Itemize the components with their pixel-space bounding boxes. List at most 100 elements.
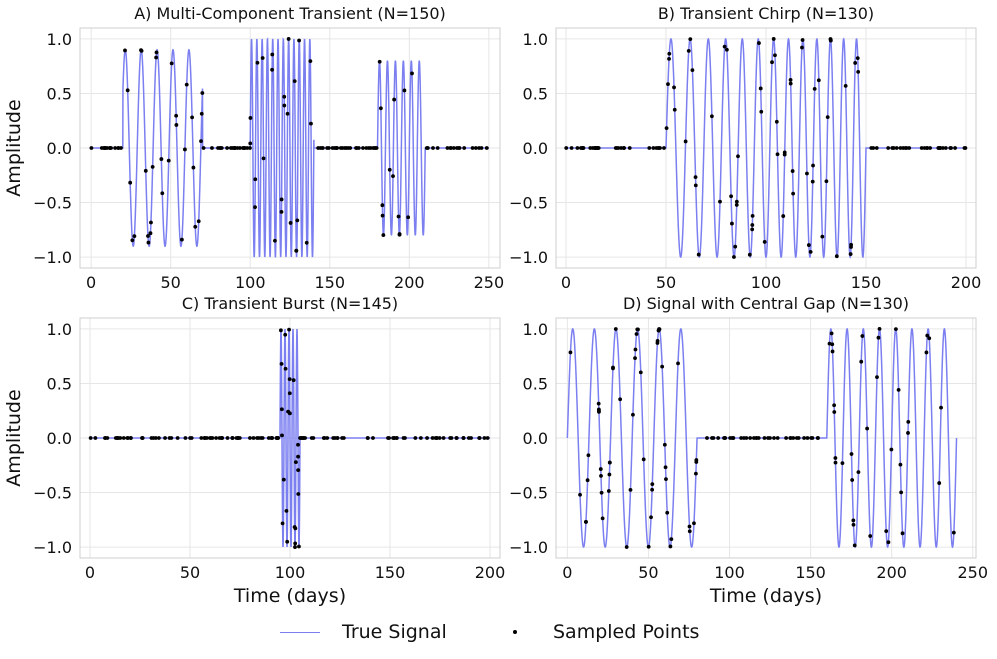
sampled-point — [899, 490, 904, 495]
sampled-point — [687, 529, 692, 534]
sampled-point — [614, 146, 619, 150]
sampled-point — [255, 60, 260, 65]
sampled-point — [647, 146, 652, 150]
sampled-point — [940, 146, 945, 150]
sampled-point — [180, 237, 184, 242]
sampled-point — [128, 180, 133, 185]
sampled-point — [599, 490, 604, 495]
sampled-point — [296, 492, 301, 496]
sampled-point — [437, 436, 442, 440]
sampled-point — [322, 436, 327, 440]
sampled-point — [183, 436, 188, 440]
sampled-point — [146, 240, 151, 245]
sampled-point — [418, 436, 423, 440]
sampled-point — [125, 88, 130, 93]
sampled-point — [279, 328, 283, 333]
sampled-point — [834, 254, 839, 259]
sampled-point — [790, 169, 795, 173]
sampled-point — [585, 478, 590, 483]
sampled-point — [667, 51, 672, 56]
sampled-point — [103, 436, 108, 440]
sampled-point — [705, 436, 709, 440]
sampled-point — [285, 111, 290, 116]
sampled-point — [607, 472, 612, 477]
sampled-point — [292, 79, 297, 84]
legend-item-true-signal: True Signal — [280, 614, 447, 650]
sampled-point — [331, 436, 336, 440]
sampled-point — [886, 540, 891, 545]
legend-label-sampled-points: Sampled Points — [553, 621, 700, 643]
sampled-point — [650, 487, 655, 492]
y-tick-label: 1.0 — [523, 320, 548, 339]
sampled-point — [750, 223, 755, 227]
sampled-point — [668, 544, 673, 549]
sampled-point — [825, 115, 830, 119]
plot-frame — [555, 317, 977, 559]
sampled-point — [397, 232, 402, 237]
sampled-point — [636, 327, 640, 332]
sampled-point — [308, 59, 313, 64]
sampled-point — [906, 420, 911, 424]
y-tick-label: 0.5 — [523, 84, 548, 103]
sampled-point — [782, 152, 787, 157]
x-tick-label: 0 — [86, 273, 96, 292]
legend: True Signal Sampled Points — [0, 614, 997, 650]
sampled-point — [815, 436, 820, 440]
sampled-point — [425, 436, 429, 440]
sampled-point — [758, 86, 763, 91]
sampled-point — [924, 350, 929, 355]
sampled-point — [886, 146, 891, 150]
sampled-point — [377, 59, 382, 64]
sampled-point — [402, 88, 407, 93]
sampled-point — [816, 78, 821, 83]
sampled-point — [694, 471, 698, 476]
sampled-point — [281, 477, 286, 482]
sampled-point — [869, 146, 874, 150]
sampled-point — [718, 199, 722, 204]
sampled-point — [193, 224, 198, 229]
sampled-point — [874, 146, 879, 150]
sampled-point — [943, 146, 948, 150]
sampled-point — [466, 436, 471, 440]
sampled-point — [806, 243, 811, 247]
sampled-point — [853, 61, 858, 65]
chart-title: D) Signal with Central Gap (N=130) — [623, 294, 909, 313]
sampled-point — [722, 44, 727, 49]
sampled-point — [775, 152, 780, 157]
sampled-point — [320, 146, 324, 150]
sampled-point — [772, 436, 776, 440]
sampled-point — [236, 436, 240, 440]
sampled-point — [316, 146, 321, 150]
sampled-point — [586, 453, 591, 458]
sampled-point — [283, 332, 288, 337]
sampled-point — [731, 436, 736, 440]
sampled-point — [584, 519, 588, 524]
sampled-point — [199, 111, 204, 116]
sampled-point — [174, 113, 179, 118]
sampled-point — [199, 436, 204, 440]
y-tick-label: −1.0 — [33, 248, 72, 267]
sampled-point — [856, 470, 861, 475]
sampled-point — [890, 146, 895, 150]
sampled-point — [906, 431, 910, 435]
x-tick-label: 0 — [561, 273, 571, 292]
chart-panel-4: 0 50 100 150 200 250 −1.0 −0.5 0.0 0.5 1.0 D) Signa… — [509, 294, 988, 607]
sampled-point — [130, 238, 135, 243]
legend-line-swatch — [280, 631, 320, 633]
sampled-point — [693, 175, 698, 180]
y-tick-label: 0.0 — [523, 139, 548, 158]
sampled-point — [936, 146, 941, 150]
sampled-point — [824, 179, 829, 184]
y-tick-label: −0.5 — [509, 194, 548, 213]
sampled-point — [261, 156, 266, 161]
sampled-point — [618, 397, 623, 402]
sampled-point — [865, 426, 870, 431]
sampled-point — [291, 378, 296, 383]
sampled-point — [791, 436, 796, 440]
sampled-point — [811, 163, 815, 168]
sampled-point — [884, 529, 889, 533]
sampled-point — [774, 119, 779, 124]
sampled-point — [296, 454, 301, 459]
sampled-point — [736, 154, 740, 159]
sampled-point — [852, 543, 857, 548]
